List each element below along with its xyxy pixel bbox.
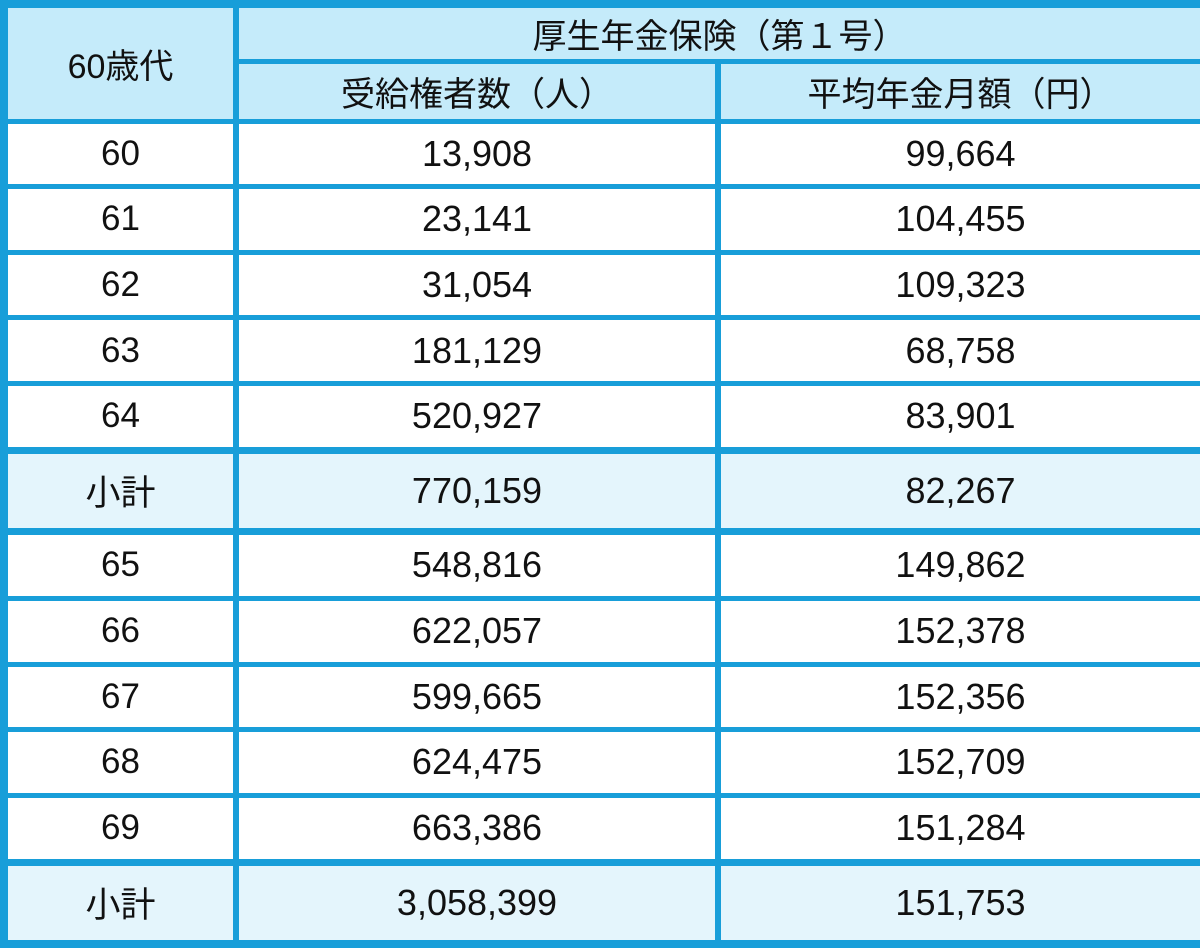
avg-monthly-cell: 82,267	[715, 446, 1200, 535]
subtotal-row: 小計 3,058,399 151,753	[1, 858, 1200, 948]
beneficiaries-cell: 548,816	[233, 528, 721, 601]
age-cell: 69	[1, 792, 239, 865]
avg-monthly-cell: 104,455	[715, 184, 1200, 255]
avg-monthly-cell: 109,323	[715, 249, 1200, 321]
avg-monthly-cell: 99,664	[715, 118, 1200, 190]
header-sub-row: 受給権者数（人） 平均年金月額（円）	[4, 58, 1200, 124]
subtotal-row: 小計 770,159 82,267	[1, 446, 1200, 535]
avg-monthly-column-header: 平均年金月額（円）	[715, 58, 1200, 124]
avg-monthly-cell: 83,901	[715, 380, 1200, 453]
table-row: 68 624,475 152,709	[1, 727, 1200, 798]
table-row: 64 520,927 83,901	[1, 380, 1200, 453]
beneficiaries-cell: 13,908	[233, 118, 721, 190]
age-cell: 62	[1, 249, 239, 321]
age-cell: 64	[1, 380, 239, 453]
insurance-header-cell: 厚生年金保険（第１号）	[233, 1, 1200, 64]
age-cell: 65	[1, 528, 239, 601]
age-cell: 63	[1, 315, 239, 386]
avg-monthly-cell: 152,356	[715, 661, 1200, 733]
beneficiaries-cell: 770,159	[233, 446, 721, 535]
beneficiaries-cell: 181,129	[233, 315, 721, 386]
age-cell: 67	[1, 661, 239, 733]
beneficiaries-cell: 23,141	[233, 184, 721, 255]
age-cell: 66	[1, 595, 239, 667]
table-row: 60 13,908 99,664	[1, 118, 1200, 190]
beneficiaries-cell: 622,057	[233, 595, 721, 667]
avg-monthly-cell: 152,709	[715, 727, 1200, 798]
beneficiaries-cell: 520,927	[233, 380, 721, 453]
avg-monthly-cell: 152,378	[715, 595, 1200, 667]
beneficiaries-cell: 3,058,399	[233, 858, 721, 948]
table-body: 60 13,908 99,664 61 23,141 104,455 62 31,054 109…	[1, 118, 1200, 948]
beneficiaries-cell: 663,386	[233, 792, 721, 865]
beneficiaries-cell: 599,665	[233, 661, 721, 733]
beneficiaries-cell: 624,475	[233, 727, 721, 798]
table-header: 60歳代 厚生年金保険（第１号） 受給権者数（人） 平均年金月額（円）	[1, 1, 1200, 124]
header-group-row: 60歳代 厚生年金保険（第１号）	[1, 1, 1200, 124]
age-cell: 60	[1, 118, 239, 190]
age-group-header-cell: 60歳代	[1, 1, 239, 124]
beneficiaries-column-header: 受給権者数（人）	[233, 58, 721, 124]
age-cell: 小計	[1, 446, 239, 535]
avg-monthly-cell: 149,862	[715, 528, 1200, 601]
table-row: 62 31,054 109,323	[1, 249, 1200, 321]
table-row: 65 548,816 149,862	[1, 528, 1200, 601]
table-row: 67 599,665 152,356	[1, 661, 1200, 733]
age-cell: 61	[1, 184, 239, 255]
age-cell: 小計	[1, 858, 239, 948]
avg-monthly-cell: 151,284	[715, 792, 1200, 865]
table-row: 69 663,386 151,284	[1, 792, 1200, 865]
table-row: 66 622,057 152,378	[1, 595, 1200, 667]
avg-monthly-cell: 68,758	[715, 315, 1200, 386]
age-cell: 68	[1, 727, 239, 798]
beneficiaries-cell: 31,054	[233, 249, 721, 321]
table-row: 61 23,141 104,455	[1, 184, 1200, 255]
avg-monthly-cell: 151,753	[715, 858, 1200, 948]
table-row: 63 181,129 68,758	[1, 315, 1200, 386]
